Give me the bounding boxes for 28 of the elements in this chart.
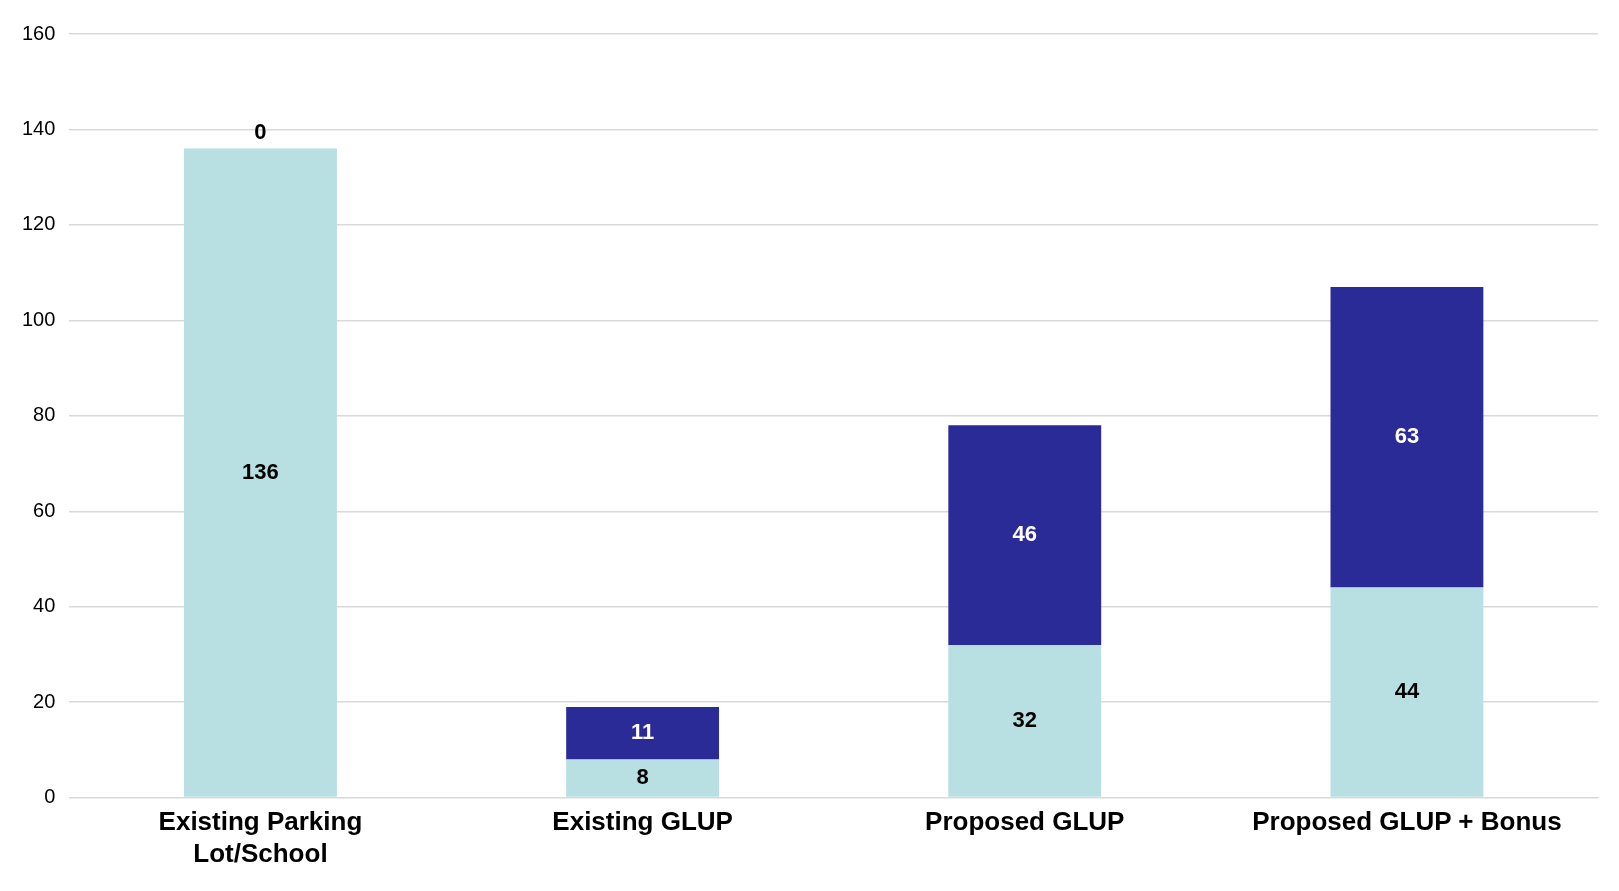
y-tick-label: 140: [21, 116, 56, 139]
y-tick-label: 20: [33, 689, 56, 712]
x-tick-label: Proposed GLUP + Bonus: [1252, 806, 1562, 837]
bar: [948, 644, 1102, 797]
y-tick-label: 0: [44, 785, 56, 808]
data-label: 46: [1012, 521, 1038, 547]
x-tick-label: Existing GLUP: [552, 806, 733, 837]
x-tick-label: Proposed GLUP: [925, 806, 1125, 837]
data-label: 63: [1394, 423, 1420, 449]
data-label: 8: [636, 764, 649, 790]
y-tick-label: 60: [33, 498, 56, 521]
data-label: 11: [630, 719, 655, 745]
bar: [948, 425, 1102, 645]
y-tick-label: 40: [33, 594, 56, 617]
data-label: 0: [254, 118, 267, 144]
bar: [566, 706, 720, 760]
y-tick-label: 100: [21, 307, 56, 330]
bar: [566, 759, 720, 797]
y-tick-label: 120: [21, 212, 56, 235]
bar: [1330, 286, 1484, 588]
data-label: 32: [1012, 706, 1038, 732]
bar: [1330, 587, 1484, 797]
data-label: 44: [1394, 678, 1420, 704]
y-tick-label: 80: [33, 403, 56, 426]
data-label: 136: [242, 458, 279, 484]
y-tick-label: 160: [21, 21, 56, 44]
bar: [184, 148, 337, 797]
x-tick-label: Existing Parking Lot/School: [158, 806, 363, 868]
